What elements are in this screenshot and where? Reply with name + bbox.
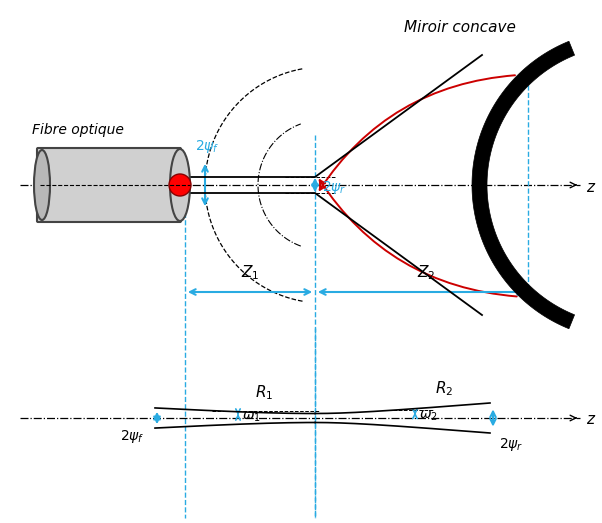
Text: $Z_2$: $Z_2$: [417, 263, 435, 282]
Text: $z$: $z$: [586, 179, 597, 195]
Ellipse shape: [34, 150, 50, 220]
Text: $R_2$: $R_2$: [435, 380, 453, 398]
Ellipse shape: [170, 149, 190, 221]
Polygon shape: [472, 41, 574, 329]
Text: $2\psi_f$: $2\psi_f$: [120, 428, 144, 445]
Text: $2\psi_r$: $2\psi_r$: [499, 437, 524, 453]
Text: $\omega_1$: $\omega_1$: [242, 410, 261, 424]
Text: $2\psi_f$: $2\psi_f$: [194, 138, 219, 155]
Text: Miroir concave: Miroir concave: [404, 20, 516, 35]
Text: $2\psi_r$: $2\psi_r$: [322, 178, 347, 196]
Text: Fibre optique: Fibre optique: [32, 123, 124, 137]
Text: $z$: $z$: [586, 413, 597, 427]
FancyBboxPatch shape: [37, 148, 181, 222]
Text: $R_1$: $R_1$: [255, 383, 273, 402]
Circle shape: [169, 174, 191, 196]
Text: $\omega_2$: $\omega_2$: [419, 408, 438, 423]
Text: $Z_1$: $Z_1$: [241, 263, 259, 282]
